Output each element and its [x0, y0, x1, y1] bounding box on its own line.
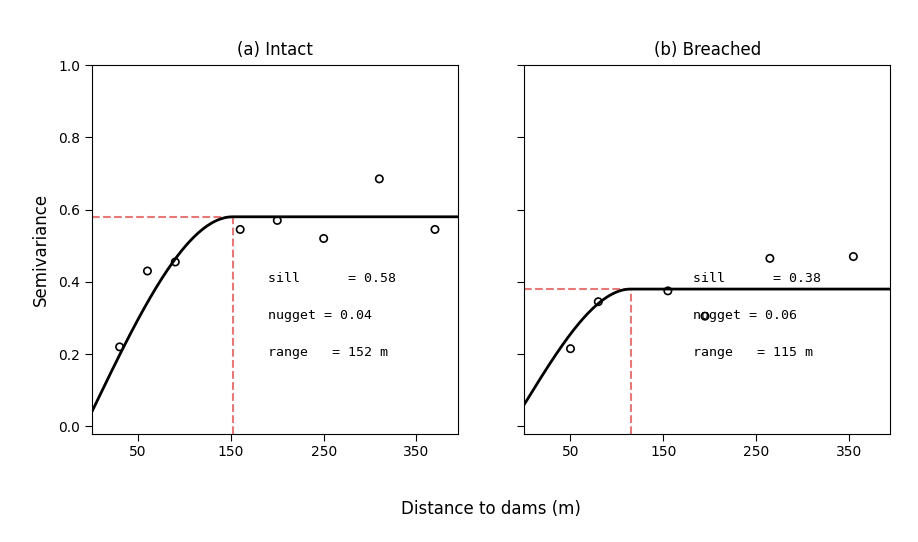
- Text: range   = 115 m: range = 115 m: [692, 346, 812, 359]
- Point: [698, 312, 712, 320]
- Y-axis label: Semivariance: Semivariance: [31, 193, 50, 306]
- Point: [233, 225, 248, 234]
- Point: [168, 257, 183, 266]
- Text: sill      = 0.38: sill = 0.38: [692, 272, 821, 285]
- Point: [270, 216, 285, 225]
- Text: range   = 152 m: range = 152 m: [268, 346, 387, 359]
- Text: nugget = 0.06: nugget = 0.06: [692, 309, 797, 322]
- Point: [661, 287, 676, 295]
- Point: [563, 344, 577, 353]
- Point: [372, 175, 386, 183]
- Point: [846, 252, 861, 261]
- Point: [591, 298, 606, 306]
- Text: sill      = 0.58: sill = 0.58: [268, 272, 396, 285]
- Point: [317, 234, 331, 243]
- Point: [140, 267, 155, 275]
- Point: [428, 225, 442, 234]
- Title: (b) Breached: (b) Breached: [654, 41, 761, 59]
- Text: Distance to dams (m): Distance to dams (m): [401, 500, 581, 519]
- Title: (a) Intact: (a) Intact: [237, 41, 313, 59]
- Point: [763, 254, 778, 263]
- Point: [112, 343, 127, 351]
- Text: nugget = 0.04: nugget = 0.04: [268, 309, 372, 322]
